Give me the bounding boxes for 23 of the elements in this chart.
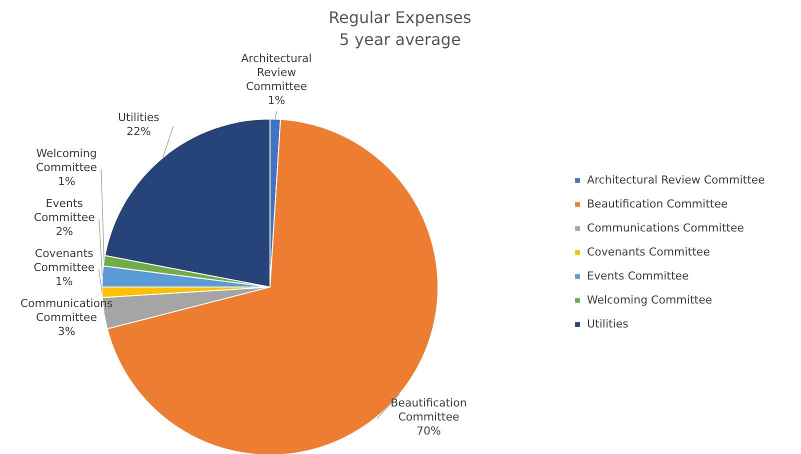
data-label: 1% (268, 94, 286, 108)
slice-label: Architectural Review Committee (241, 52, 312, 94)
legend-label: Communications Committee (587, 222, 744, 234)
chart-subtitle: 5 year average (339, 30, 461, 49)
legend-label: Events Committee (587, 270, 690, 282)
chart-title: Regular Expenses (328, 8, 472, 27)
legend-label: Covenants Committee (587, 246, 710, 258)
data-label: 22% (126, 125, 151, 138)
data-label: 70% (416, 424, 441, 438)
data-label: 1% (58, 175, 76, 188)
legend-label: Utilities (587, 318, 629, 330)
legend-label: Architectural Review Committee (587, 174, 766, 186)
legend-label: Welcoming Committee (587, 294, 712, 306)
slice-label: Communications Committee (20, 297, 114, 324)
data-label: 1% (55, 275, 73, 288)
slice-label: Events Committee (34, 197, 96, 224)
slice-label: Utilities (118, 111, 160, 124)
legend-label: Beautification Committee (587, 198, 728, 210)
data-label: 3% (58, 325, 76, 338)
data-label: 2% (56, 225, 74, 238)
slice-label: Welcoming Committee (36, 147, 98, 174)
slice-label: Beautification Committee (390, 396, 467, 424)
slice-label: Covenants Committee (34, 247, 95, 274)
